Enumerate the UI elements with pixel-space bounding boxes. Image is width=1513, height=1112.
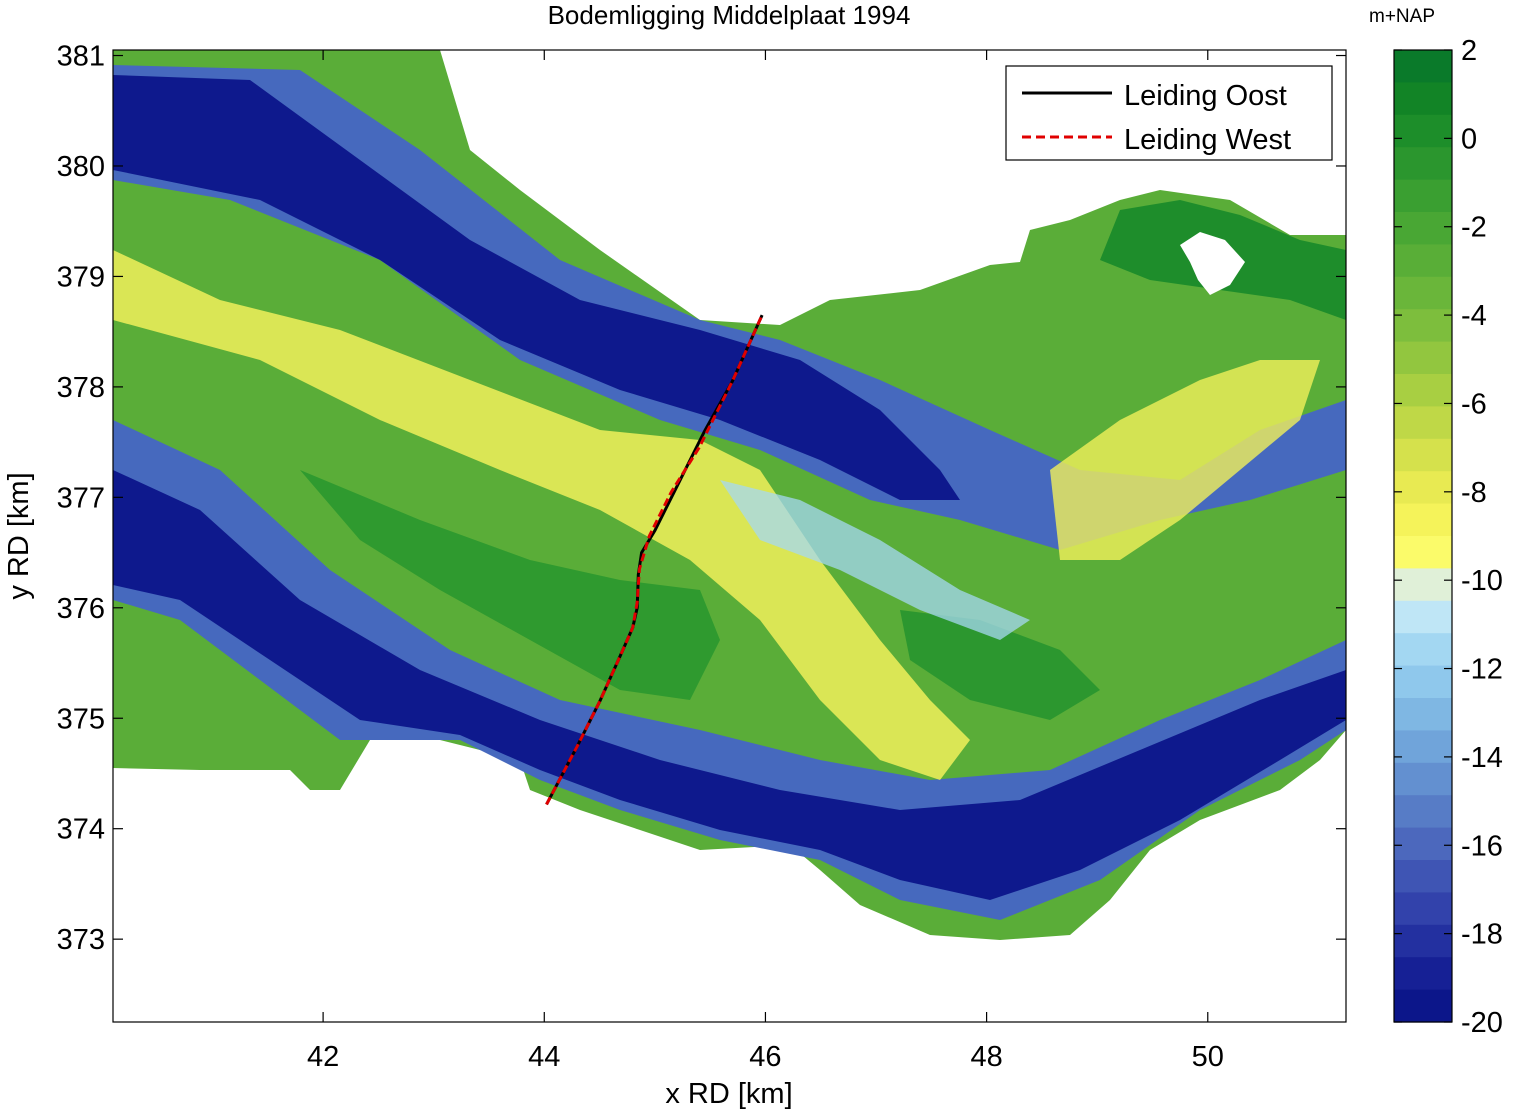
colorbar-swatch xyxy=(1394,438,1452,472)
colorbar-ticks: 2 0 -2 -4 -6 -8 -10 -12 -14 -16 -18 -20 xyxy=(1394,35,1503,1039)
colorbar-swatch xyxy=(1394,536,1452,569)
x-tick-label: 48 xyxy=(970,1041,1002,1073)
colorbar-swatch xyxy=(1394,341,1452,375)
y-tick-label: 376 xyxy=(57,593,105,625)
colorbar-tick-label: -2 xyxy=(1461,212,1487,244)
colorbar-tick-label: -10 xyxy=(1461,565,1503,597)
colorbar-tick-label: -20 xyxy=(1461,1007,1503,1039)
legend: Leiding Oost Leiding West xyxy=(1005,65,1333,161)
colorbar-tick-label: -8 xyxy=(1461,477,1487,509)
colorbar-swatch xyxy=(1394,374,1452,407)
colorbar-swatch xyxy=(1394,665,1452,699)
y-axis-ticks: 373 374 375 376 377 378 379 380 381 xyxy=(57,41,1346,956)
shoal-green-east xyxy=(900,610,1100,720)
map-plot xyxy=(112,49,1347,1023)
colorbar-swatch xyxy=(1394,568,1452,602)
colorbar-swatch xyxy=(1394,698,1452,731)
colorbar-swatch xyxy=(1394,406,1452,440)
colorbar-swatch xyxy=(1394,276,1452,310)
pipeline-lines xyxy=(545,314,764,806)
colorbar-swatch xyxy=(1394,503,1452,537)
shoal-green-middle xyxy=(300,470,720,700)
y-tick-label: 375 xyxy=(57,703,105,735)
colorbar-tick-label: -16 xyxy=(1461,830,1503,862)
colorbar-swatch xyxy=(1394,471,1452,505)
bathymetry-map xyxy=(113,50,1346,940)
plot-frame xyxy=(112,49,1347,1023)
legend-box xyxy=(1005,65,1333,161)
x-tick-label: 44 xyxy=(528,1041,560,1073)
colorbar-swatch xyxy=(1394,179,1452,213)
transition-band-1 xyxy=(720,480,1030,640)
channel-north-deep xyxy=(113,75,960,500)
colorbar-tick-label: 0 xyxy=(1461,123,1477,155)
colorbar-label: m+NAP xyxy=(1369,6,1435,27)
colorbar-tick-label: -12 xyxy=(1461,654,1503,686)
x-axis-label: x RD [km] xyxy=(665,1078,792,1110)
y-tick-label: 381 xyxy=(57,41,105,73)
y-tick-label: 379 xyxy=(57,261,105,293)
y-tick-label: 373 xyxy=(57,924,105,956)
colorbar-swatch xyxy=(1394,244,1452,278)
colorbar: m+NAP 2 0 -2 -4 -6 -8 -10 -12 -14 -16 -18 -20 xyxy=(1369,6,1503,1039)
colorbar-swatch xyxy=(1394,147,1452,181)
y-tick-label: 377 xyxy=(57,482,105,514)
channel-north xyxy=(113,65,1346,550)
y-axis-label: y RD [km] xyxy=(3,472,35,599)
dry-patch xyxy=(1180,232,1245,295)
x-tick-label: 46 xyxy=(749,1041,781,1073)
colorbar-swatch xyxy=(1394,600,1452,634)
colorbar-swatch xyxy=(1394,730,1452,764)
x-axis-ticks: 42 44 46 48 50 xyxy=(307,50,1224,1073)
channel-south-deep xyxy=(113,470,1346,900)
legend-label-oost: Leiding Oost xyxy=(1124,80,1287,112)
shoal-yellow-1 xyxy=(113,250,970,780)
x-tick-label: 42 xyxy=(307,1041,339,1073)
colorbar-swatch xyxy=(1394,762,1452,796)
legend-label-west: Leiding West xyxy=(1124,124,1291,156)
y-tick-label: 374 xyxy=(57,814,105,846)
y-tick-label: 380 xyxy=(57,151,105,183)
colorbar-tick-label: 2 xyxy=(1461,35,1477,67)
chart-title: Bodemligging Middelplaat 1994 xyxy=(548,0,911,30)
colorbar-swatch xyxy=(1394,309,1452,343)
colorbar-tick-label: -14 xyxy=(1461,742,1503,774)
colorbar-swatch xyxy=(1394,957,1452,991)
colorbar-swatch xyxy=(1394,114,1452,148)
colorbar-swatch xyxy=(1394,82,1452,116)
colorbar-frame xyxy=(1393,49,1453,1023)
colorbar-swatch xyxy=(1394,633,1452,667)
colorbar-swatch xyxy=(1394,989,1452,1023)
y-tick-label: 378 xyxy=(57,372,105,404)
colorbar-tick-label: -18 xyxy=(1461,919,1503,951)
colorbar-swatch xyxy=(1394,827,1452,861)
colorbar-swatch xyxy=(1394,212,1452,245)
colorbar-tick-label: -6 xyxy=(1461,388,1487,420)
colorbar-swatches xyxy=(1394,50,1452,1023)
shoal-yellow-2 xyxy=(1050,360,1320,560)
colorbar-swatch xyxy=(1394,892,1452,926)
colorbar-swatch xyxy=(1394,924,1452,958)
x-tick-label: 50 xyxy=(1192,1041,1224,1073)
colorbar-swatch xyxy=(1394,795,1452,829)
colorbar-swatch xyxy=(1394,860,1452,893)
colorbar-swatch xyxy=(1394,50,1452,83)
colorbar-tick-label: -4 xyxy=(1461,300,1487,332)
